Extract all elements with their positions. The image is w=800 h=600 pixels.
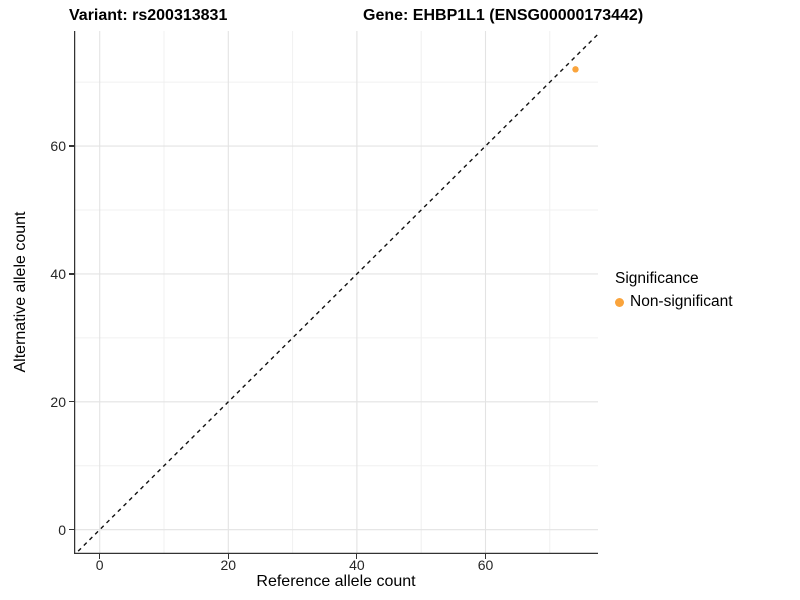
x-tick-mark — [227, 554, 229, 559]
y-tick-label: 60 — [50, 138, 66, 155]
plot-title-variant: Variant: rs200313831 — [69, 7, 228, 24]
y-tick-mark — [69, 401, 74, 403]
y-tick-label: 0 — [58, 521, 66, 538]
identity-line — [74, 33, 598, 554]
x-axis-title: Reference allele count — [256, 573, 416, 590]
legend-point-icon — [615, 297, 624, 307]
y-axis-title: Alternative allele count — [12, 211, 29, 373]
y-tick-label: 40 — [50, 265, 66, 282]
legend-item-label: Non-significant — [630, 293, 733, 310]
data-point — [572, 66, 579, 73]
y-tick-mark — [69, 529, 74, 531]
y-tick-mark — [69, 273, 74, 275]
plot-title-gene: Gene: EHBP1L1 (ENSG00000173442) — [363, 7, 644, 24]
x-tick-mark — [99, 554, 101, 559]
legend-item-non-significant: Non-significant — [615, 293, 733, 311]
x-tick-label: 20 — [220, 557, 237, 573]
y-tick-mark — [69, 145, 74, 147]
x-tick-mark — [356, 554, 358, 559]
x-tick-label: 0 — [95, 557, 104, 573]
legend-title: Significance — [615, 270, 699, 287]
plot-panel — [74, 31, 598, 554]
x-tick-label: 40 — [349, 557, 365, 573]
x-tick-label: 60 — [477, 557, 494, 573]
legend: Significance Non-significant — [615, 270, 733, 311]
y-tick-label: 20 — [50, 393, 66, 410]
plot-canvas — [74, 31, 598, 554]
x-tick-mark — [484, 554, 487, 559]
